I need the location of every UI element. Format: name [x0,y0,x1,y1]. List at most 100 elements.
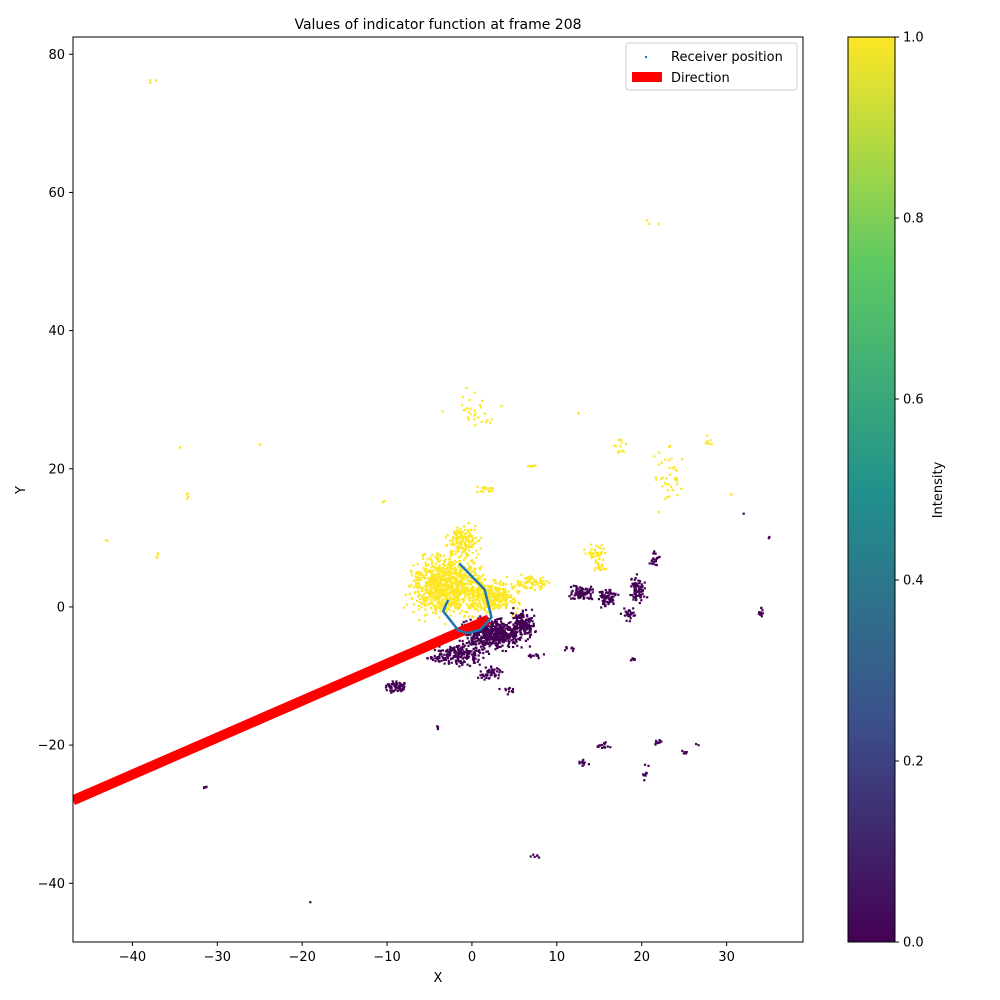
scatter-point [501,644,504,647]
scatter-point [460,654,463,657]
scatter-point [497,624,500,627]
colorbar-ticks: 0.00.20.40.60.81.0 [895,31,924,951]
scatter-point [459,572,462,575]
scatter-point [472,586,475,589]
scatter-point [457,594,460,597]
scatter-point [453,532,456,535]
scatter-point [452,541,455,544]
scatter-point [681,749,684,752]
scatter-point [434,580,437,583]
scatter-point [455,546,458,549]
scatter-point [495,667,499,670]
scatter-point [495,624,498,627]
scatter-point [476,592,479,596]
scatter-point [528,630,531,633]
scatter-point [534,464,537,467]
scatter-point [424,588,427,591]
scatter-point [528,621,531,624]
scatter-point [651,559,654,562]
scatter-point [590,556,593,559]
scatter-point [681,458,684,461]
scatter-point [491,589,494,592]
scatter-point [433,582,436,586]
scatter-point [106,539,109,542]
scatter-point [537,856,541,859]
scatter-point [602,595,605,599]
scatter-points [104,79,771,904]
scatter-point [518,636,522,640]
scatter-point [437,649,440,652]
scatter-point [435,586,438,589]
scatter-point [629,593,632,597]
x-tick-label: −40 [119,950,146,965]
scatter-point [596,552,599,555]
scatter-point [464,544,467,547]
scatter-point [434,565,437,568]
scatter-point [639,596,642,599]
scatter-point [605,597,608,600]
scatter-point [458,644,461,647]
direction-line [73,614,491,805]
scatter-point [457,588,460,592]
scatter-point [518,584,521,587]
scatter-point [462,597,465,601]
scatter-point [586,596,589,599]
scatter-point [455,568,458,571]
scatter-point [470,650,473,653]
scatter-point [466,562,469,565]
scatter-point [480,648,483,651]
scatter-point [467,549,471,552]
scatter-point [630,577,633,580]
scatter-point [468,599,471,602]
scatter-point [539,588,542,591]
x-tick-label: 30 [718,950,735,965]
scatter-point [436,560,439,563]
scatter-point [462,577,465,580]
scatter-point [472,543,475,546]
scatter-point [461,648,464,651]
scatter-point [394,688,397,691]
scatter-point [530,608,534,611]
scatter-point [439,592,442,595]
scatter-point [421,586,424,590]
scatter-point [490,418,493,421]
scatter-point [515,624,518,627]
scatter-point [604,552,607,555]
scatter-point [455,576,458,579]
x-axis-ticks: −40 −30 −20 −10 0 10 20 30 [119,942,735,965]
scatter-point [475,649,478,652]
scatter-point [427,583,430,586]
scatter-point [505,605,508,609]
scatter-point [446,657,449,660]
scatter-point [438,616,441,619]
scatter-point [521,609,524,612]
scatter-point [470,643,473,646]
scatter-point [454,572,457,576]
scatter-point [468,642,471,645]
scatter-point [477,579,480,582]
scatter-point [570,647,573,650]
scatter-point [443,561,446,564]
scatter-point [522,585,525,588]
scatter-point [446,648,449,651]
scatter-point [706,440,709,443]
colorbar-label: Intensity [931,461,946,518]
scatter-point [623,614,626,617]
scatter-point [617,593,620,596]
scatter-point [446,570,449,573]
scatter-point [491,641,494,644]
scatter-point [438,571,441,574]
scatter-point [421,588,424,591]
scatter-point [420,577,423,580]
scatter-point [517,592,520,595]
scatter-point [416,582,419,585]
scatter-point [650,562,653,565]
scatter-point [452,598,455,601]
scatter-point [603,597,606,600]
scatter-point [456,546,459,550]
scatter-point [438,594,441,597]
scatter-point [449,573,452,576]
scatter-point [658,463,661,466]
scatter-point [450,581,453,584]
